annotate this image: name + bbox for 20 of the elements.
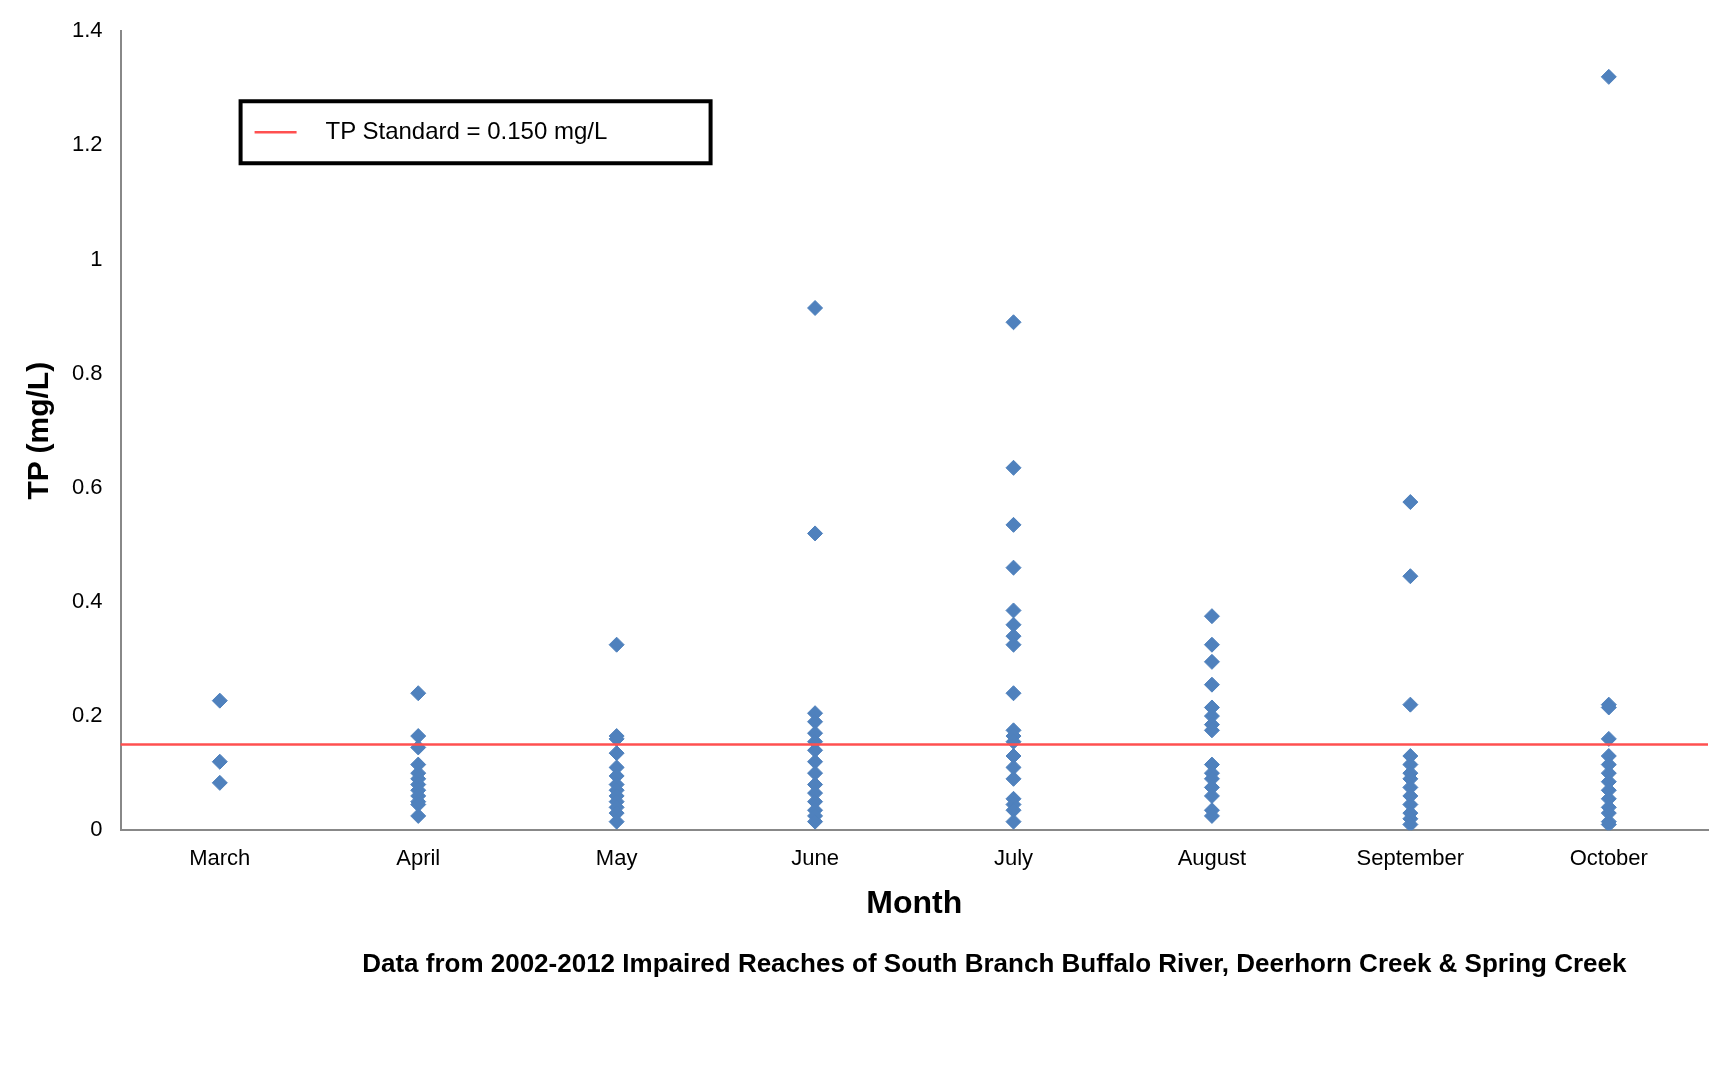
text: Data from 2002-2012 Impaired Reaches of South Branch Buffalo River, Deerhorn Creek & Spring Creek bbox=[362, 948, 1627, 979]
y-tick-label: 0.6 bbox=[71, 473, 103, 499]
legend-label: TP Standard = 0.150 mg/L bbox=[325, 116, 608, 144]
y-axis-title: TP (mg/L) bbox=[21, 361, 55, 500]
y-tick-label: 1 bbox=[90, 245, 103, 271]
y-tick-label: 0 bbox=[90, 816, 103, 842]
y-tick-label: 1.2 bbox=[71, 131, 103, 157]
x-tick-label: September bbox=[1356, 845, 1465, 871]
y-tick-label: 0.4 bbox=[71, 587, 103, 613]
y-tick-label: 1.4 bbox=[71, 17, 103, 43]
x-tick-label: May bbox=[595, 845, 638, 871]
x-tick-label: June bbox=[791, 845, 839, 871]
y-tick-label: 0.2 bbox=[71, 702, 103, 728]
x-tick-label: July bbox=[993, 845, 1034, 871]
x-axis-title: Month bbox=[866, 883, 963, 920]
y-tick-label: 0.8 bbox=[71, 359, 103, 385]
x-tick-label: August bbox=[1177, 845, 1247, 871]
x-tick-label: April bbox=[396, 845, 441, 871]
x-tick-label: March bbox=[189, 845, 251, 871]
x-tick-label: October bbox=[1569, 845, 1648, 871]
